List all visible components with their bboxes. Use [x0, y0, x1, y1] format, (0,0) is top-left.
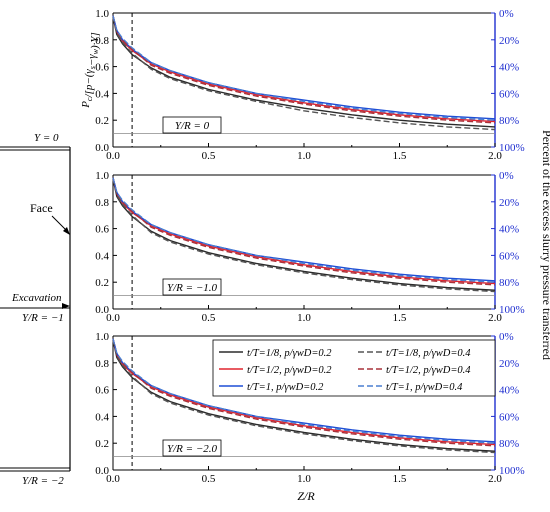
- legend-label: t/T=1, p/γwD=0.4: [386, 382, 463, 393]
- chart-panel-bottom: 0.0 0.5 1.0 1.5 2.0 0.0 0.2 0.4 0.6 0.8 1.0 100% 80%…: [95, 331, 524, 485]
- x-tick-label: 1.0: [297, 150, 311, 162]
- y-tick-label: 0.6: [95, 385, 109, 397]
- y-tick-label: 1.0: [95, 8, 109, 20]
- series-line-6: [112, 338, 496, 444]
- legend-label: t/T=1/8, p/γwD=0.4: [386, 348, 471, 359]
- y-tick-label: 1.0: [95, 170, 109, 182]
- y2-tick-label: 20%: [499, 197, 519, 209]
- series-line-2: [112, 177, 496, 285]
- series-line-6: [112, 15, 496, 121]
- y-tick-label: 0.6: [95, 62, 109, 74]
- y-tick-label: 0.4: [95, 88, 109, 100]
- level-label-0: Y = 0: [34, 132, 59, 144]
- x-tick-label: 0.0: [106, 473, 120, 485]
- panel-label: Y/R = −2.0: [167, 443, 217, 455]
- y2-tick-label: 40%: [499, 62, 519, 74]
- series-line-2: [112, 15, 496, 123]
- panel-label: Y/R = −1.0: [167, 282, 217, 294]
- panel-label-box: [162, 278, 222, 296]
- y-tick-label: 0.0: [95, 304, 109, 316]
- y-tick-label: 0.8: [95, 358, 109, 370]
- series-line-5: [112, 15, 496, 124]
- y-tick-label: 0.2: [95, 115, 109, 127]
- y2-tick-label: 80%: [499, 277, 519, 289]
- y2-tick-label: 0%: [499, 170, 514, 182]
- y2-tick-label: 100%: [499, 304, 525, 316]
- x-tick-label: 1.5: [393, 312, 407, 324]
- series-line-1: [112, 16, 496, 128]
- panel-label-box: [162, 116, 222, 134]
- chart-panel-top: 0.0 0.5 1.0 1.5 2.0 0.0 0.2 0.4 0.6 0.8 1.0 100% 80%…: [95, 8, 524, 162]
- face-arrow-head: [63, 227, 70, 235]
- series-line-3: [112, 15, 496, 120]
- y-tick-label: 0.4: [95, 250, 109, 262]
- y2-tick-label: 60%: [499, 88, 519, 100]
- series-line-4: [112, 16, 496, 131]
- legend-label: t/T=1, p/γwD=0.2: [247, 382, 324, 393]
- y-tick-label: 0.0: [95, 142, 109, 154]
- x-tick-label: 2.0: [488, 312, 502, 324]
- x-tick-label: 0.0: [106, 312, 120, 324]
- chart-panel-middle: 0.0 0.5 1.0 1.5 2.0 0.0 0.2 0.4 0.6 0.8 1.0 100% 80%…: [95, 170, 524, 324]
- y-tick-label: 0.4: [95, 411, 109, 423]
- series-line-3: [112, 338, 496, 443]
- panel-label: Y/R = 0: [175, 120, 210, 132]
- y2-tick-label: 20%: [499, 35, 519, 47]
- series-line-6: [112, 177, 496, 283]
- legend: t/T=1/8, p/γwD=0.2 t/T=1/8, p/γwD=0.4 t/T=…: [212, 339, 496, 397]
- x-tick-label: 2.0: [488, 150, 502, 162]
- series-line-1: [112, 339, 496, 452]
- series-line-3: [112, 177, 496, 282]
- series-line-1: [112, 178, 496, 291]
- y2-tick-label: 60%: [499, 250, 519, 262]
- excavation-arrow-head: [62, 303, 70, 309]
- excavation-label: Excavation: [11, 292, 62, 304]
- y2-tick-label: 80%: [499, 438, 519, 450]
- x-tick-label: 0.5: [202, 312, 216, 324]
- x-tick-label: 1.5: [393, 150, 407, 162]
- y2-tick-label: 60%: [499, 411, 519, 423]
- level-label-2: Y/R = −2: [22, 475, 64, 487]
- x-tick-label: 0.5: [202, 473, 216, 485]
- y-tick-label: 0.0: [95, 465, 109, 477]
- series-line-5: [112, 338, 496, 447]
- x-tick-label: 0.5: [202, 150, 216, 162]
- level-label-1: Y/R = −1: [22, 312, 64, 324]
- y-tick-label: 0.6: [95, 224, 109, 236]
- y-tick-label: 0.2: [95, 277, 109, 289]
- x-tick-label: 1.5: [393, 473, 407, 485]
- panel-label-box: [162, 439, 222, 457]
- y2-tick-label: 0%: [499, 331, 514, 343]
- y2-tick-label: 40%: [499, 224, 519, 236]
- y2-tick-label: 100%: [499, 142, 525, 154]
- y-tick-label: 0.8: [95, 197, 109, 209]
- x-axis-label: Z/R: [297, 489, 315, 503]
- tunnel-schematic: Face Excavation Y = 0 Y/R = −1 Y/R = −2: [0, 132, 71, 487]
- y2-tick-label: 100%: [499, 465, 525, 477]
- x-tick-label: 0.0: [106, 150, 120, 162]
- y2-tick-label: 20%: [499, 358, 519, 370]
- x-tick-label: 1.0: [297, 312, 311, 324]
- series-line-4: [112, 339, 496, 454]
- x-tick-label: 2.0: [488, 473, 502, 485]
- legend-box: [212, 339, 496, 397]
- legend-label: t/T=1/2, p/γwD=0.2: [247, 365, 332, 376]
- legend-label: t/T=1/8, p/γwD=0.2: [247, 348, 332, 359]
- y-tick-label: 0.2: [95, 438, 109, 450]
- series-line-5: [112, 177, 496, 286]
- series-line-2: [112, 338, 496, 446]
- y-tick-label: 0.8: [95, 35, 109, 47]
- y2-tick-label: 40%: [499, 385, 519, 397]
- y2-tick-label: 80%: [499, 115, 519, 127]
- legend-label: t/T=1/2, p/γwD=0.4: [386, 365, 471, 376]
- y-axis-left-label: Pc/[p−(γs−γw)·Y]: [80, 32, 101, 109]
- y2-tick-label: 0%: [499, 8, 514, 20]
- series-line-4: [112, 178, 496, 293]
- x-tick-label: 1.0: [297, 473, 311, 485]
- y-axis-right-label: Percent of the excess slurry pressure tr…: [540, 130, 550, 360]
- y-tick-label: 1.0: [95, 331, 109, 343]
- face-label: Face: [30, 201, 53, 215]
